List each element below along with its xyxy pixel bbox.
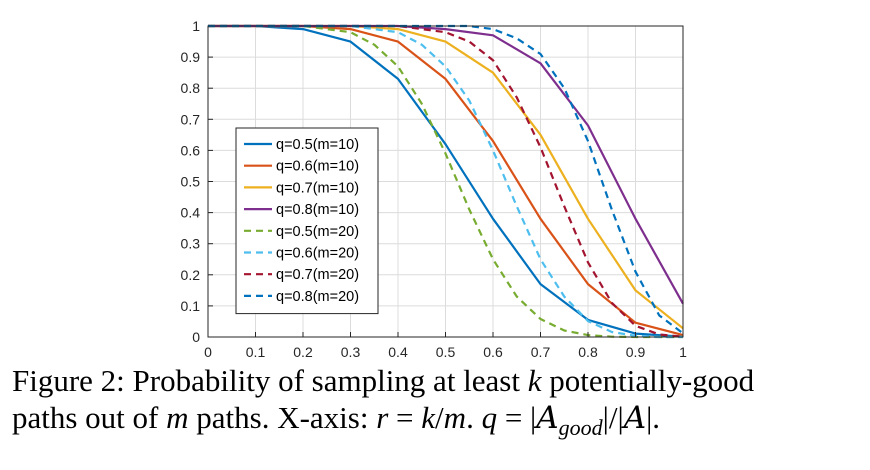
y-tick-label: 0.6 bbox=[181, 142, 201, 158]
series-line-1 bbox=[208, 24, 684, 338]
x-tick-label: 0.1 bbox=[246, 344, 266, 360]
legend-label: q=0.5(m=10) bbox=[276, 137, 359, 153]
y-tick-label: 0.1 bbox=[181, 298, 201, 314]
caption-text: / bbox=[435, 400, 444, 435]
y-tick-label: 0.4 bbox=[181, 205, 201, 221]
caption-var-m: m bbox=[166, 400, 189, 435]
y-tick-label: 0.2 bbox=[181, 267, 201, 283]
x-tick-label: 1 bbox=[679, 344, 687, 360]
y-tick-label: 0 bbox=[192, 329, 200, 345]
caption-text: = | bbox=[497, 400, 537, 435]
caption-text: potentially-good bbox=[541, 363, 755, 398]
legend-label: q=0.6(m=10) bbox=[276, 159, 359, 175]
legend-label: q=0.8(m=10) bbox=[276, 202, 359, 218]
caption-text: paths. X-axis: bbox=[188, 400, 377, 435]
caption-var-r: r bbox=[376, 400, 389, 435]
caption-var-k: k bbox=[527, 363, 542, 398]
x-tick-label: 0.6 bbox=[483, 344, 503, 360]
y-tick-label: 0.7 bbox=[181, 111, 201, 127]
x-tick-label: 0.9 bbox=[626, 344, 646, 360]
caption-text: = bbox=[388, 400, 422, 435]
y-tick-label: 0.9 bbox=[181, 49, 201, 65]
axis-ticks: 0 0.1 0.2 0.3 0.4 0.5 0.6 0.7 0.8 0.9 1 0 0.1 0.2 0.3 0… bbox=[181, 18, 688, 360]
legend-label: q=0.7(m=20) bbox=[276, 267, 359, 283]
y-tick-label: 0.8 bbox=[181, 80, 201, 96]
x-tick-label: 0.3 bbox=[341, 344, 361, 360]
caption-var-q: q bbox=[481, 400, 498, 435]
figure-caption: Figure 2: Probability of sampling at lea… bbox=[12, 362, 862, 446]
legend-label: q=0.7(m=10) bbox=[276, 180, 359, 196]
caption-text: . bbox=[466, 400, 482, 435]
caption-var-k: k bbox=[421, 400, 436, 435]
line-chart: 0 0.1 0.2 0.3 0.4 0.5 0.6 0.7 0.8 0.9 1 0 0.1 0.2 0.3 0… bbox=[181, 18, 688, 360]
caption-text: |. bbox=[646, 400, 661, 435]
caption-text: |/| bbox=[602, 400, 624, 435]
caption-text: paths out of bbox=[12, 400, 167, 435]
legend-label: q=0.8(m=20) bbox=[276, 289, 359, 305]
legend-box bbox=[235, 127, 379, 315]
x-tick-label: 0.2 bbox=[293, 344, 313, 360]
x-tick-label: 0.8 bbox=[578, 344, 598, 360]
legend-label: q=0.5(m=20) bbox=[276, 224, 359, 240]
y-tick-label: 0.3 bbox=[181, 236, 201, 252]
caption-text: Figure 2: Probability of sampling at lea… bbox=[12, 363, 528, 398]
x-tick-label: 0.4 bbox=[388, 344, 408, 360]
caption-set-a: A bbox=[623, 400, 647, 436]
series-line-5 bbox=[208, 24, 683, 339]
x-tick-label: 0.5 bbox=[436, 344, 456, 360]
y-tick-label: 1 bbox=[192, 18, 200, 34]
caption-subscript-good: good bbox=[558, 415, 603, 441]
x-tick-label: 0 bbox=[204, 344, 212, 360]
legend: q=0.5(m=10) q=0.6(m=10) q=0.7(m=10) q=0.8(m… bbox=[235, 127, 379, 315]
x-tick-label: 0.7 bbox=[531, 344, 551, 360]
caption-set-a: A bbox=[536, 400, 559, 436]
caption-var-m: m bbox=[443, 400, 467, 435]
y-tick-label: 0.5 bbox=[181, 174, 201, 190]
legend-label: q=0.6(m=20) bbox=[276, 246, 359, 262]
